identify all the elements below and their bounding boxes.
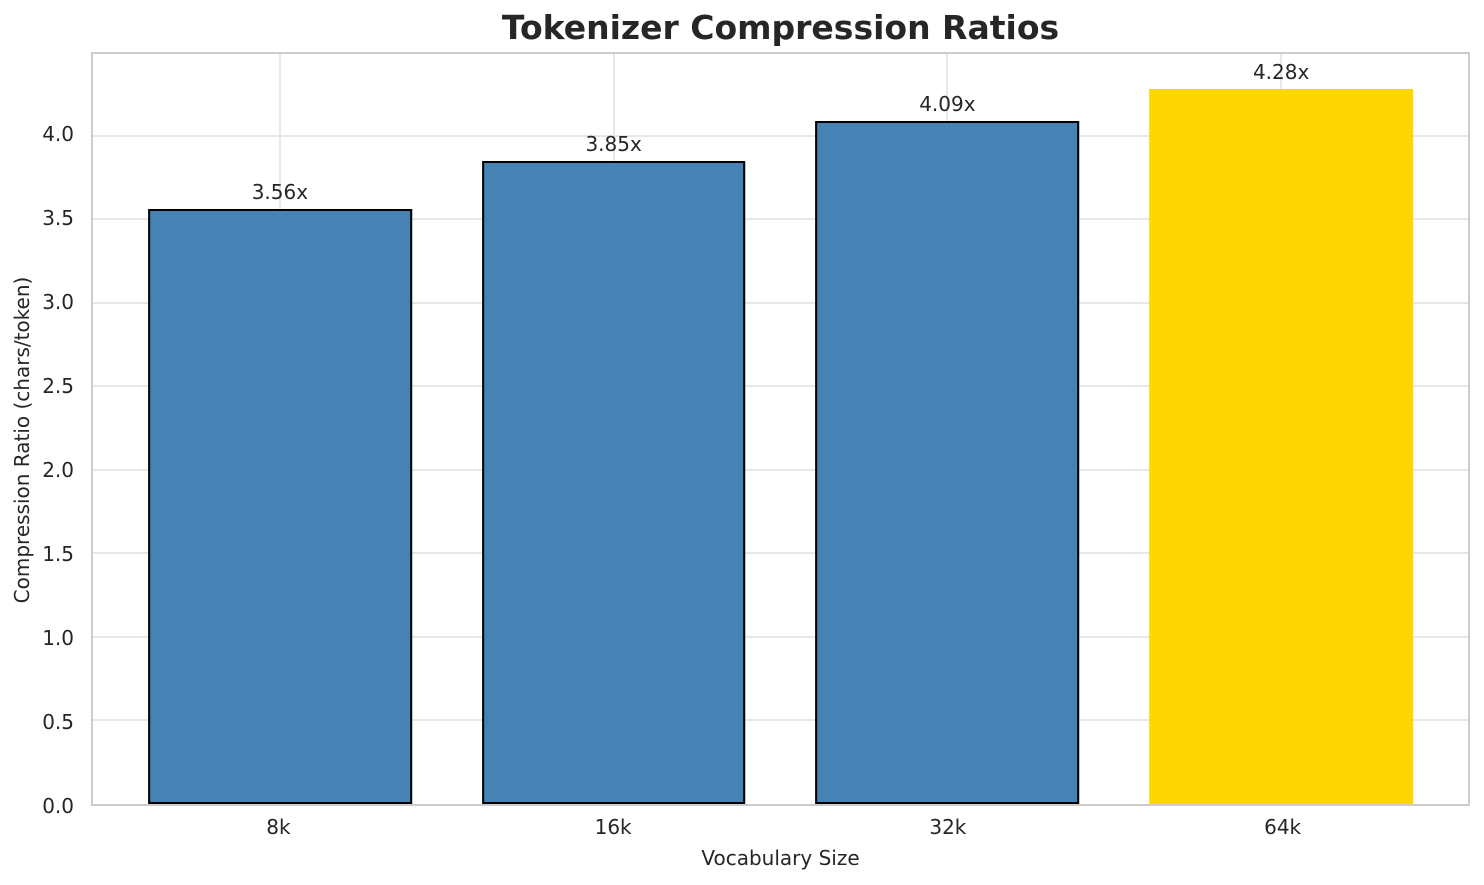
plot-column-64k: 4.28x [1114, 54, 1448, 804]
plot-column-8k: 3.56x [113, 54, 447, 804]
y-tick-label: 0.0 [42, 794, 74, 818]
y-tick-label: 2.0 [42, 458, 74, 483]
y-tick-label: 1.0 [42, 626, 74, 651]
x-tick-label-32k: 32k [929, 815, 967, 839]
bar-32k [815, 120, 1080, 804]
gridline-horizontal [93, 385, 1468, 388]
bar-64k [1149, 89, 1413, 804]
bar-8k [148, 209, 412, 804]
x-tick-label-16k: 16k [594, 815, 632, 839]
y-tick-labels: 0.0 0.5 1.0 1.5 2.0 2.5 3.0 3.5 4.0 [0, 52, 82, 816]
gridline-horizontal [93, 719, 1468, 722]
gridline-horizontal [93, 218, 1468, 221]
y-tick-label: 2.5 [42, 374, 74, 399]
gridline-horizontal [93, 552, 1468, 555]
x-tick-label-8k: 8k [266, 815, 291, 839]
y-tick-label: 1.5 [42, 542, 74, 567]
bar-value-label: 4.28x [1252, 60, 1310, 85]
bar-value-label: 3.56x [251, 180, 309, 205]
plot-column-32k: 4.09x [781, 54, 1115, 804]
y-tick-label: 0.5 [42, 710, 74, 735]
x-tick-labels: 8k 16k 32k 64k [91, 808, 1470, 846]
bar-value-label: 3.85x [585, 131, 642, 156]
bar-value-label: 4.09x [919, 91, 976, 116]
gridline-horizontal [93, 134, 1468, 137]
plot-columns: 3.56x 3.85x 4.09x 4.28x [93, 54, 1468, 804]
y-tick-label: 4.0 [42, 122, 74, 147]
gridline-horizontal [93, 635, 1468, 638]
y-tick-label: 3.5 [42, 206, 74, 231]
x-axis-label: Vocabulary Size [701, 846, 860, 870]
x-tick-label-64k: 64k [1264, 815, 1302, 839]
bar-16k [481, 160, 746, 804]
y-tick-label: 3.0 [42, 290, 74, 315]
plot-column-16k: 3.85x [447, 54, 781, 804]
gridline-horizontal [93, 468, 1468, 471]
plot-area: 3.56x 3.85x 4.09x 4.28x [91, 52, 1470, 806]
gridline-horizontal [93, 301, 1468, 304]
chart-title: Tokenizer Compression Ratios [501, 8, 1060, 47]
